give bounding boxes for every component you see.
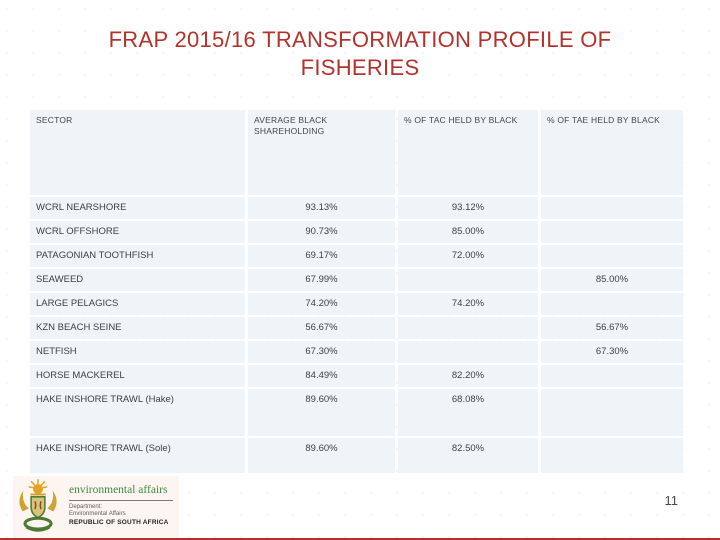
table-cell-tae-held-by-black: 67.30% [541, 341, 683, 363]
column-header-sector-label: SECTOR [36, 115, 73, 125]
table-cell-sector: SEAWEED [30, 269, 245, 291]
table-cell-tae-held-by-black: 85.00% [541, 269, 683, 291]
table-cell-tac-held-by-black [398, 269, 538, 291]
logo-brand-text: environmental affairs [69, 484, 173, 501]
table-cell-tae-held-by-black [541, 221, 683, 243]
table-row: HAKE INSHORE TRAWL (Sole) 89.60% 82.50% [30, 438, 683, 473]
logo-department-name: Environmental Affairs [69, 511, 126, 517]
table-cell-sector: PATAGONIAN TOOTHFISH [30, 245, 245, 267]
table-cell-avg-black-shareholding: 56.67% [248, 317, 395, 339]
table-cell-tae-held-by-black [541, 197, 683, 219]
table-row: LARGE PELAGICS 74.20% 74.20% [30, 293, 683, 315]
table-cell-tae-held-by-black: 56.67% [541, 317, 683, 339]
table-cell-avg-black-shareholding: 93.13% [248, 197, 395, 219]
table-cell-tac-held-by-black: 72.00% [398, 245, 538, 267]
environmental-affairs-logo: environmental affairs Department: Enviro… [13, 476, 179, 538]
table-cell-tae-held-by-black [541, 365, 683, 387]
column-header-tac: % OF TAC HELD BY BLACK [398, 110, 538, 195]
table-cell-sector: NETFISH [30, 341, 245, 363]
table-cell-sector: HAKE INSHORE TRAWL (Hake) [30, 389, 245, 436]
table-cell-sector: WCRL NEARSHORE [30, 197, 245, 219]
table-cell-tac-held-by-black: 93.12% [398, 197, 538, 219]
table-cell-tac-held-by-black [398, 317, 538, 339]
table-cell-avg-black-shareholding: 89.60% [248, 438, 395, 473]
table-cell-sector: HORSE MACKEREL [30, 365, 245, 387]
table-cell-tac-held-by-black: 74.20% [398, 293, 538, 315]
page-title-line2: FISHERIES [300, 55, 420, 80]
south-africa-coat-of-arms-icon [19, 479, 57, 532]
page-title-line1: FRAP 2015/16 TRANSFORMATION PROFILE OF [108, 27, 612, 52]
table-row: PATAGONIAN TOOTHFISH 69.17% 72.00% [30, 245, 683, 267]
logo-text-block: environmental affairs Department: Enviro… [69, 478, 173, 527]
table-row: KZN BEACH SEINE 56.67% 56.67% [30, 317, 683, 339]
table-cell-tae-held-by-black [541, 389, 683, 436]
table-cell-sector: LARGE PELAGICS [30, 293, 245, 315]
table-cell-tae-held-by-black [541, 245, 683, 267]
transformation-profile-table: SECTOR AVERAGE BLACK SHAREHOLDING % OF T… [30, 110, 683, 475]
bottom-accent-line [0, 538, 720, 540]
page-title: FRAP 2015/16 TRANSFORMATION PROFILE OF F… [0, 26, 720, 82]
table-cell-avg-black-shareholding: 90.73% [248, 221, 395, 243]
logo-country-text: REPUBLIC OF SOUTH AFRICA [69, 519, 169, 526]
table-cell-tae-held-by-black [541, 293, 683, 315]
table-row: HAKE INSHORE TRAWL (Hake) 89.60% 68.08% [30, 389, 683, 436]
table-body: WCRL NEARSHORE 93.13% 93.12% WCRL OFFSHORE 9… [30, 197, 683, 473]
table-cell-sector: KZN BEACH SEINE [30, 317, 245, 339]
column-header-tae-label: % OF TAE HELD BY BLACK [547, 115, 661, 125]
table-cell-tac-held-by-black [398, 341, 538, 363]
table-cell-tac-held-by-black: 68.08% [398, 389, 538, 436]
table-row: SEAWEED 67.99% 85.00% [30, 269, 683, 291]
table-cell-avg-black-shareholding: 69.17% [248, 245, 395, 267]
table-cell-tac-held-by-black: 85.00% [398, 221, 538, 243]
table-cell-avg-black-shareholding: 74.20% [248, 293, 395, 315]
table-cell-avg-black-shareholding: 89.60% [248, 389, 395, 436]
table-header-row: SECTOR AVERAGE BLACK SHAREHOLDING % OF T… [30, 110, 683, 195]
column-header-sector: SECTOR [30, 110, 245, 195]
table-cell-avg-black-shareholding: 84.49% [248, 365, 395, 387]
table-cell-tac-held-by-black: 82.50% [398, 438, 538, 473]
table-cell-avg-black-shareholding: 67.99% [248, 269, 395, 291]
column-header-avg-black-shareholding: AVERAGE BLACK SHAREHOLDING [248, 110, 395, 195]
table-cell-sector: WCRL OFFSHORE [30, 221, 245, 243]
table-row: WCRL NEARSHORE 93.13% 93.12% [30, 197, 683, 219]
page-number: 11 [664, 493, 679, 508]
table-row: HORSE MACKEREL 84.49% 82.20% [30, 365, 683, 387]
table-cell-sector: HAKE INSHORE TRAWL (Sole) [30, 438, 245, 473]
column-header-avg-label: AVERAGE BLACK SHAREHOLDING [254, 115, 328, 136]
table-cell-tae-held-by-black [541, 438, 683, 473]
column-header-tae: % OF TAE HELD BY BLACK [541, 110, 683, 195]
column-header-tac-label: % OF TAC HELD BY BLACK [404, 115, 518, 125]
table-cell-avg-black-shareholding: 67.30% [248, 341, 395, 363]
table-cell-tac-held-by-black: 82.20% [398, 365, 538, 387]
logo-department-label: Department: [69, 504, 103, 510]
table-row: NETFISH 67.30% 67.30% [30, 341, 683, 363]
table-row: WCRL OFFSHORE 90.73% 85.00% [30, 221, 683, 243]
